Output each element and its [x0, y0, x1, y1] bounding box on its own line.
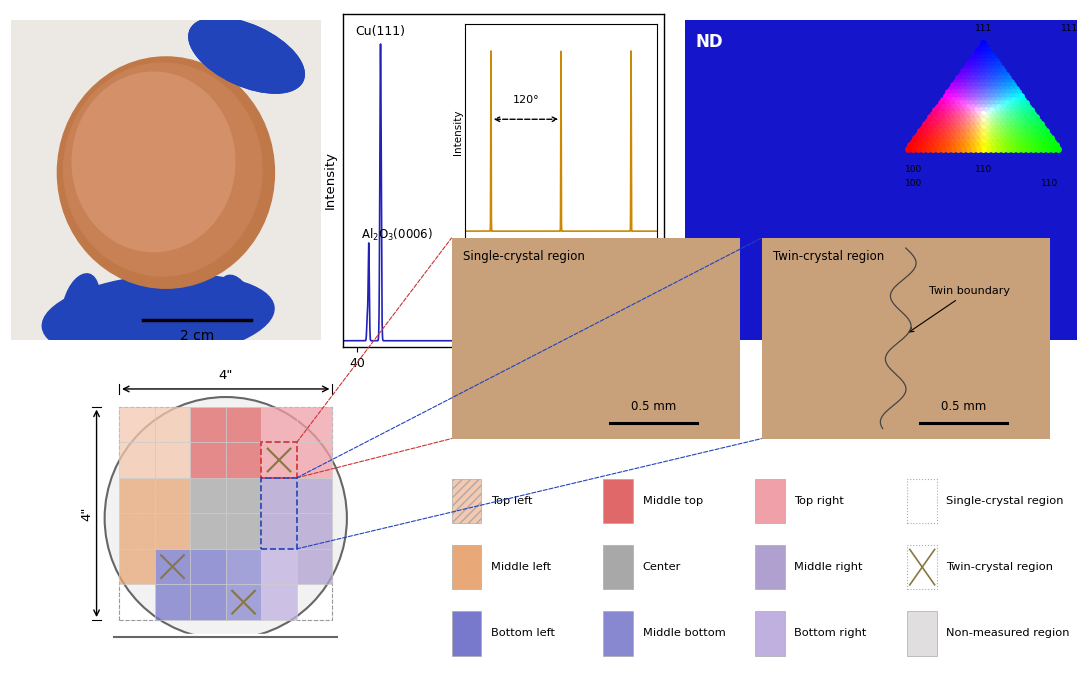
FancyBboxPatch shape — [755, 545, 786, 589]
Text: Center: Center — [643, 562, 681, 572]
Ellipse shape — [42, 274, 274, 360]
Bar — [261, 442, 297, 478]
Ellipse shape — [62, 274, 99, 336]
Bar — [120, 407, 332, 620]
Bar — [261, 513, 297, 549]
Text: Top right: Top right — [794, 496, 844, 506]
Text: Middle bottom: Middle bottom — [643, 628, 726, 639]
X-axis label: 2$\theta$ (°): 2$\theta$ (°) — [484, 375, 522, 390]
Text: Top left: Top left — [491, 496, 532, 506]
Bar — [190, 584, 226, 620]
Text: Single-crystal region: Single-crystal region — [947, 496, 1064, 506]
Bar — [226, 442, 261, 478]
Ellipse shape — [189, 18, 305, 93]
Bar — [226, 549, 261, 584]
Bar — [297, 513, 332, 549]
FancyBboxPatch shape — [755, 479, 786, 523]
Bar — [261, 584, 297, 620]
Text: Twin boundary: Twin boundary — [910, 286, 1010, 332]
Text: Bottom left: Bottom left — [491, 628, 555, 639]
Bar — [261, 478, 297, 513]
FancyBboxPatch shape — [907, 545, 937, 589]
Bar — [154, 549, 190, 584]
Ellipse shape — [189, 18, 305, 93]
Bar — [154, 513, 190, 549]
Bar — [154, 442, 190, 478]
Bar — [120, 478, 154, 513]
Bar — [190, 513, 226, 549]
Text: 4": 4" — [81, 506, 94, 520]
FancyBboxPatch shape — [755, 611, 786, 656]
Ellipse shape — [168, 286, 201, 343]
Text: Al$_2$O$_3$(0006): Al$_2$O$_3$(0006) — [360, 226, 433, 243]
Bar — [261, 407, 297, 442]
Text: Single-crystal region: Single-crystal region — [463, 250, 585, 263]
Text: ND: ND — [695, 33, 722, 51]
Bar — [154, 478, 190, 513]
Ellipse shape — [218, 275, 254, 335]
Bar — [226, 584, 261, 620]
FancyBboxPatch shape — [604, 479, 633, 523]
Bar — [154, 584, 190, 620]
Bar — [297, 442, 332, 478]
FancyBboxPatch shape — [452, 611, 481, 656]
Bar — [190, 442, 226, 478]
Bar — [120, 549, 154, 584]
Text: 4": 4" — [219, 369, 233, 382]
Text: 200 μm: 200 μm — [923, 288, 974, 302]
Bar — [261, 549, 297, 584]
Bar — [297, 478, 332, 513]
Text: Middle top: Middle top — [643, 496, 703, 506]
Bar — [261, 442, 297, 478]
Ellipse shape — [72, 72, 235, 252]
Ellipse shape — [63, 63, 262, 276]
Text: Middle left: Middle left — [491, 562, 551, 572]
Bar — [190, 478, 226, 513]
Text: Middle right: Middle right — [794, 562, 863, 572]
Ellipse shape — [114, 286, 149, 343]
FancyBboxPatch shape — [452, 479, 481, 523]
Bar — [226, 478, 261, 513]
Bar — [154, 407, 190, 442]
Bar — [261, 478, 297, 549]
Bar — [190, 407, 226, 442]
Text: Cu(111): Cu(111) — [356, 25, 406, 38]
Bar — [104, 634, 347, 643]
FancyBboxPatch shape — [452, 545, 481, 589]
Bar — [120, 407, 154, 442]
Text: Twin-crystal region: Twin-crystal region — [774, 250, 885, 263]
FancyBboxPatch shape — [604, 545, 633, 589]
Text: 2 cm: 2 cm — [180, 329, 214, 343]
FancyBboxPatch shape — [604, 611, 633, 656]
FancyBboxPatch shape — [907, 479, 937, 523]
Text: Twin-crystal region: Twin-crystal region — [947, 562, 1053, 572]
Bar — [297, 549, 332, 584]
Text: Non-measured region: Non-measured region — [947, 628, 1070, 639]
Bar — [120, 442, 154, 478]
Text: 0.5 mm: 0.5 mm — [941, 400, 986, 413]
Circle shape — [104, 397, 347, 639]
Ellipse shape — [58, 57, 274, 288]
FancyBboxPatch shape — [907, 611, 937, 656]
Bar — [226, 513, 261, 549]
Bar — [190, 549, 226, 584]
Bar — [297, 407, 332, 442]
Text: Bottom right: Bottom right — [794, 628, 867, 639]
Bar — [120, 513, 154, 549]
Text: 0.5 mm: 0.5 mm — [631, 400, 676, 413]
Y-axis label: Intensity: Intensity — [324, 151, 337, 209]
Bar — [226, 407, 261, 442]
